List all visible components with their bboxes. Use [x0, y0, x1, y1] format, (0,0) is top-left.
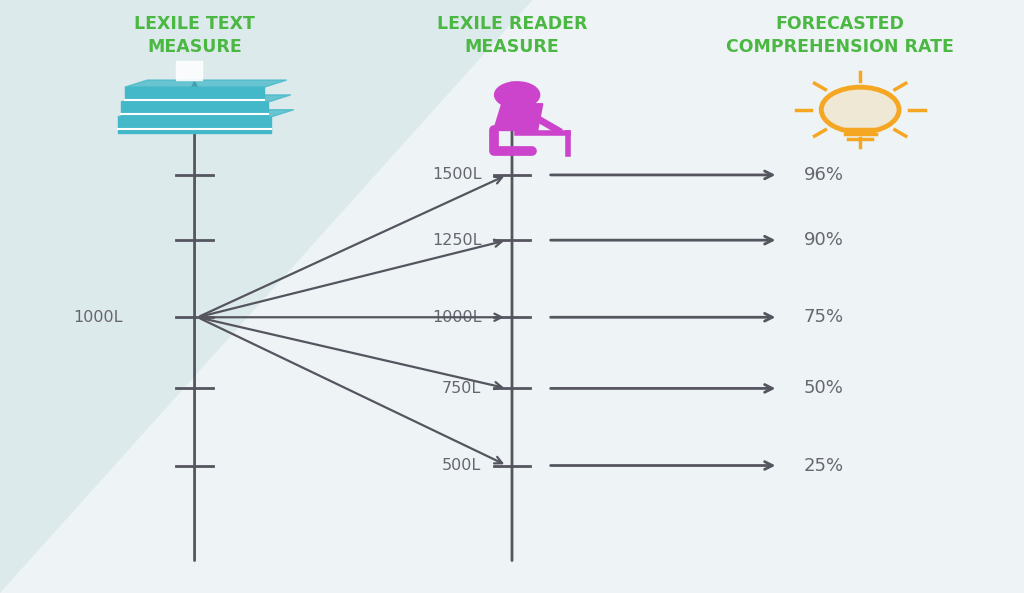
Text: 1250L: 1250L: [432, 232, 481, 248]
Text: 500L: 500L: [442, 458, 481, 473]
Text: LEXILE READER
MEASURE: LEXILE READER MEASURE: [437, 15, 587, 56]
Text: 75%: 75%: [804, 308, 844, 326]
Text: 96%: 96%: [804, 166, 844, 184]
Polygon shape: [494, 104, 543, 130]
Text: 750L: 750L: [442, 381, 481, 396]
Text: 50%: 50%: [804, 380, 844, 397]
Text: 90%: 90%: [804, 231, 844, 249]
Polygon shape: [118, 117, 271, 133]
Text: FORECASTED
COMPREHENSION RATE: FORECASTED COMPREHENSION RATE: [726, 15, 953, 56]
Text: 1500L: 1500L: [432, 167, 481, 183]
Text: 1000L: 1000L: [74, 310, 123, 325]
Polygon shape: [125, 87, 264, 104]
Text: 25%: 25%: [804, 457, 844, 474]
Polygon shape: [121, 102, 268, 119]
Text: 1000L: 1000L: [432, 310, 481, 325]
Circle shape: [821, 87, 899, 132]
Bar: [176, 61, 202, 80]
Polygon shape: [0, 0, 532, 593]
Polygon shape: [121, 95, 291, 102]
Circle shape: [495, 82, 540, 108]
Text: LEXILE TEXT
MEASURE: LEXILE TEXT MEASURE: [134, 15, 255, 56]
Polygon shape: [125, 80, 287, 87]
Polygon shape: [118, 110, 294, 117]
